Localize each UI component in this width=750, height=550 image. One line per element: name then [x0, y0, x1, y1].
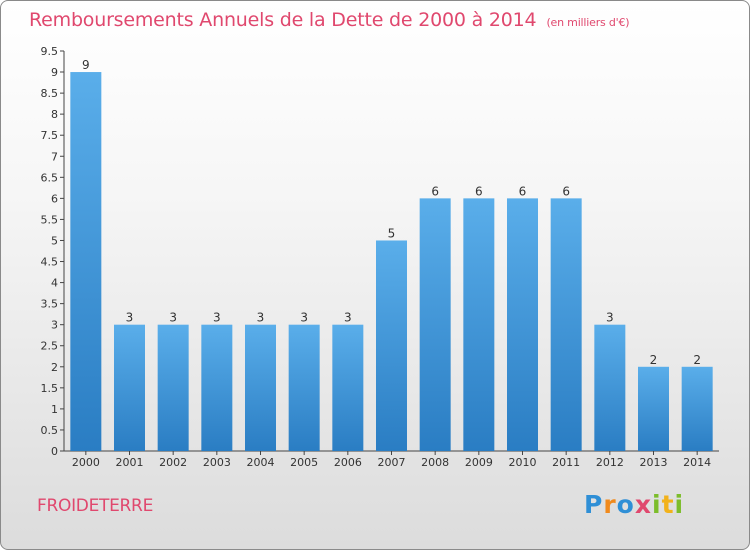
logo-letter: i: [674, 490, 685, 519]
data-label: 6: [475, 184, 483, 198]
logo-letter: t: [661, 490, 675, 519]
data-label: 3: [257, 311, 265, 325]
logo-letter: x: [634, 490, 652, 519]
y-tick-label: 4: [51, 277, 58, 290]
bar-2001: [114, 324, 145, 451]
x-tick-label: 2013: [640, 456, 668, 469]
chart-title: Remboursements Annuels de la Dette de 20…: [29, 9, 630, 31]
data-label: 3: [213, 311, 221, 325]
x-tick-label: 2003: [203, 456, 231, 469]
x-tick-label: 2007: [378, 456, 406, 469]
y-tick-label: 2.5: [41, 340, 59, 353]
logo-letter: r: [603, 490, 617, 519]
commune-name: FROIDETERRE: [37, 496, 154, 516]
logo-letter: o: [616, 490, 635, 519]
bar-2004: [245, 324, 276, 451]
chart-title-text: Remboursements Annuels de la Dette de 20…: [29, 9, 537, 31]
logo-letter: P: [584, 490, 604, 519]
bar-2000: [70, 72, 102, 451]
y-tick-label: 7: [51, 150, 58, 163]
x-tick-label: 2012: [596, 456, 624, 469]
chart-unit: (en milliers d'€): [546, 16, 630, 29]
data-label: 2: [650, 353, 658, 367]
data-label: 6: [519, 184, 527, 198]
x-tick-label: 2009: [465, 456, 493, 469]
data-label: 5: [388, 226, 396, 240]
bar-2006: [332, 324, 364, 451]
y-tick-label: 8: [51, 108, 58, 121]
y-tick-label: 0.5: [41, 424, 59, 437]
data-label: 6: [562, 184, 570, 198]
data-label: 2: [693, 353, 701, 367]
y-tick-label: 1: [51, 403, 58, 416]
x-tick-label: 2011: [552, 456, 580, 469]
x-tick-label: 2005: [290, 456, 318, 469]
proxiti-logo[interactable]: Proxiti: [584, 490, 684, 519]
y-tick-label: 5: [51, 234, 58, 247]
bar-2009: [463, 198, 495, 451]
data-label: 3: [126, 311, 134, 325]
bar-2005: [288, 324, 320, 451]
y-tick-label: 5.5: [41, 213, 59, 226]
y-tick-label: 3.5: [41, 298, 59, 311]
x-tick-label: 2004: [247, 456, 275, 469]
data-label: 3: [344, 311, 352, 325]
x-tick-label: 2001: [116, 456, 144, 469]
data-label: 3: [169, 311, 177, 325]
y-tick-label: 9.5: [41, 45, 59, 58]
x-tick-label: 2002: [159, 456, 187, 469]
y-tick-label: 6.5: [41, 171, 59, 184]
bar-2002: [157, 324, 189, 451]
y-tick-label: 0: [51, 445, 58, 458]
x-tick-label: 2008: [421, 456, 449, 469]
y-tick-label: 2: [51, 361, 58, 374]
bar-2013: [638, 366, 669, 451]
logo-letter: i: [652, 490, 662, 519]
data-label: 9: [82, 58, 90, 72]
bar-2014: [681, 366, 713, 451]
y-tick-label: 3: [51, 319, 58, 332]
data-label: 6: [431, 184, 439, 198]
bar-2003: [201, 324, 233, 451]
x-tick-label: 2014: [683, 456, 711, 469]
data-label: 3: [606, 311, 614, 325]
bar-2011: [550, 198, 582, 451]
bar-2008: [419, 198, 451, 451]
y-tick-label: 1.5: [41, 382, 59, 395]
y-tick-label: 6: [51, 192, 58, 205]
y-tick-label: 8.5: [41, 87, 59, 100]
x-tick-label: 2000: [72, 456, 100, 469]
bar-2007: [376, 240, 407, 451]
y-tick-label: 4.5: [41, 256, 59, 269]
bar-2012: [594, 324, 626, 451]
y-tick-label: 9: [51, 66, 58, 79]
x-tick-label: 2010: [509, 456, 537, 469]
y-tick-label: 7.5: [41, 129, 59, 142]
x-tick-label: 2006: [334, 456, 362, 469]
bar-2010: [507, 198, 538, 451]
data-label: 3: [300, 311, 308, 325]
chart-bars: 9 3 3 3 3 3 3 5 6 6 6 6 3 2 2: [70, 58, 713, 451]
